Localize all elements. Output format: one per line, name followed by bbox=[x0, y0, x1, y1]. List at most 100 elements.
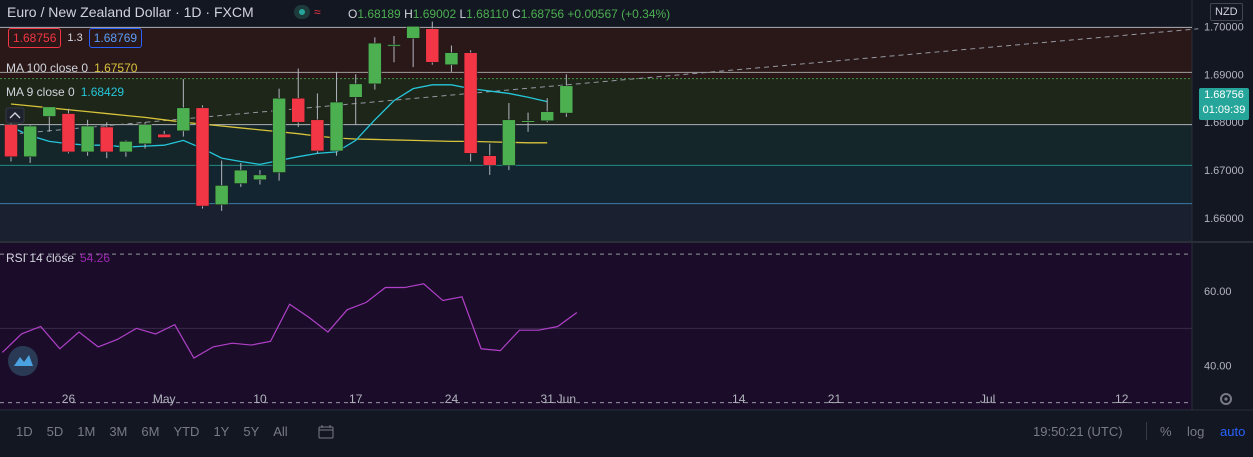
zone-band bbox=[0, 165, 1192, 204]
rsi-tick-label: 40.00 bbox=[1204, 360, 1232, 372]
time-tick-label: Jul bbox=[980, 392, 995, 406]
candle-body bbox=[100, 126, 114, 153]
zone-band bbox=[0, 72, 1192, 79]
candle-body bbox=[176, 107, 191, 132]
candle bbox=[483, 143, 497, 175]
candle bbox=[463, 50, 478, 162]
candle-body bbox=[272, 97, 286, 173]
symbol-title[interactable]: Euro / New Zealand Dollar · 1D · FXCM bbox=[7, 4, 254, 20]
utc-clock[interactable]: 19:50:21 (UTC) bbox=[1033, 424, 1123, 439]
market-open-dot-icon bbox=[294, 5, 310, 19]
candles bbox=[4, 21, 574, 211]
candle bbox=[195, 105, 210, 209]
time-axis[interactable]: 26 May 10 17 24 31 Jun 14 21 Jul 12 bbox=[62, 392, 1129, 406]
price-tick-label: 1.69000 bbox=[1204, 69, 1244, 81]
buy-button[interactable]: 1.68769 bbox=[88, 28, 143, 48]
candle-body bbox=[483, 155, 497, 166]
high-label: H bbox=[404, 7, 413, 21]
candle bbox=[310, 93, 325, 154]
time-tick-label: 26 bbox=[62, 392, 76, 406]
candle bbox=[272, 88, 286, 181]
timeframe-5d[interactable]: 5D bbox=[46, 424, 64, 439]
candle-body bbox=[310, 119, 325, 152]
price-tick-label: 1.66000 bbox=[1204, 213, 1244, 225]
candle-body bbox=[214, 185, 229, 205]
candle bbox=[4, 117, 18, 162]
time-tick-label: May bbox=[153, 392, 176, 406]
candle-body bbox=[4, 124, 18, 157]
price-tick-label: 1.70000 bbox=[1204, 21, 1244, 33]
zone-band bbox=[0, 203, 1192, 242]
candle bbox=[23, 124, 37, 163]
divider bbox=[1146, 422, 1147, 440]
symbol-title-text: Euro / New Zealand Dollar · 1D · FXCM bbox=[7, 4, 254, 20]
spread-value: 1.3 bbox=[67, 32, 83, 44]
close-label: C bbox=[512, 7, 521, 21]
bar-countdown: 01:09:39 bbox=[1202, 104, 1246, 116]
candle bbox=[42, 106, 57, 132]
ohlc-readout: O1.68189 H1.69002 L1.68110 C1.68756 +0.0… bbox=[348, 7, 670, 21]
ma9-label: MA 9 close 0 bbox=[6, 85, 75, 99]
candle-body bbox=[502, 119, 516, 166]
low-label: L bbox=[459, 7, 467, 21]
candle-body bbox=[368, 42, 382, 85]
status-icons: ≈ bbox=[294, 5, 321, 19]
candle bbox=[329, 71, 344, 156]
candle bbox=[521, 112, 535, 132]
price-tick-label: 1.67000 bbox=[1204, 165, 1244, 177]
time-tick-label: 24 bbox=[445, 392, 459, 406]
tradingview-logo-icon bbox=[8, 346, 38, 376]
candle-body bbox=[406, 26, 420, 39]
candle bbox=[176, 79, 191, 137]
ma100-legend[interactable]: MA 100 close 0 1.67570 bbox=[6, 58, 137, 78]
timeframe-1d[interactable]: 1D bbox=[16, 424, 33, 439]
candle bbox=[425, 21, 440, 65]
candle bbox=[348, 74, 363, 125]
candle-body bbox=[540, 111, 554, 122]
candle bbox=[214, 160, 229, 211]
candle-body bbox=[80, 125, 95, 153]
timeframe-1m[interactable]: 1M bbox=[77, 424, 96, 439]
log-scale-button[interactable]: log bbox=[1187, 424, 1205, 439]
timeframe-1y[interactable]: 1Y bbox=[213, 424, 230, 439]
close-value: 1.68756 bbox=[520, 7, 565, 21]
candle-body bbox=[119, 141, 133, 153]
candle-body bbox=[559, 85, 574, 114]
candle-body bbox=[234, 169, 248, 184]
rsi-pane: 40.00 60.00 bbox=[0, 253, 1232, 404]
time-tick-label: 12 bbox=[1115, 392, 1129, 406]
candle bbox=[157, 130, 171, 138]
candle-body bbox=[329, 101, 344, 152]
candle bbox=[234, 162, 248, 187]
low-value: 1.68110 bbox=[466, 7, 509, 21]
date-range-icon[interactable] bbox=[318, 425, 334, 442]
candle-body bbox=[463, 52, 478, 154]
rsi-pane-background bbox=[0, 243, 1192, 410]
price-axis[interactable]: 1.66000 1.67000 1.68000 1.69000 1.70000 bbox=[1204, 21, 1244, 225]
collapse-legend-button[interactable] bbox=[5, 107, 25, 124]
trade-buttons: 1.68756 1.3 1.68769 bbox=[8, 28, 143, 48]
candle bbox=[253, 170, 267, 185]
rsi-legend[interactable]: RSI 14 close 54.26 bbox=[6, 248, 110, 268]
candle bbox=[444, 45, 459, 72]
ma100-label: MA 100 close 0 bbox=[6, 61, 89, 75]
price-tick-label: 1.68000 bbox=[1204, 117, 1244, 129]
currency-badge[interactable]: NZD bbox=[1210, 3, 1243, 21]
candle-body bbox=[157, 133, 171, 138]
candle-body bbox=[138, 124, 152, 145]
timeframe-5y[interactable]: 5Y bbox=[243, 424, 260, 439]
candle bbox=[61, 108, 76, 154]
ma9-legend[interactable]: MA 9 close 0 1.68429 bbox=[6, 82, 124, 102]
settings-gear-icon[interactable] bbox=[1220, 393, 1232, 405]
auto-scale-button[interactable]: auto bbox=[1220, 424, 1246, 439]
sell-button[interactable]: 1.68756 bbox=[8, 28, 62, 48]
timeframe-ytd[interactable]: YTD bbox=[173, 424, 200, 439]
rsi-tick-label: 60.00 bbox=[1204, 286, 1232, 298]
timeframe-6m[interactable]: 6M bbox=[141, 424, 160, 439]
last-price-value: 1.68756 bbox=[1204, 89, 1244, 101]
candle bbox=[559, 74, 574, 117]
timeframe-all[interactable]: All bbox=[273, 424, 288, 439]
timeframe-3m[interactable]: 3M bbox=[109, 424, 128, 439]
percent-scale-button[interactable]: % bbox=[1160, 424, 1172, 439]
